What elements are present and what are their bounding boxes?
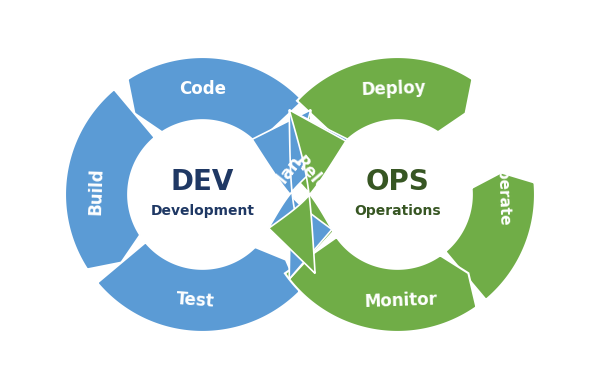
Text: DEV: DEV xyxy=(171,168,234,196)
Text: Development: Development xyxy=(151,204,254,218)
Polygon shape xyxy=(65,89,155,269)
Text: Plan: Plan xyxy=(266,152,305,196)
Polygon shape xyxy=(269,110,346,273)
Text: Monitor: Monitor xyxy=(364,290,438,310)
Circle shape xyxy=(132,124,273,265)
Polygon shape xyxy=(270,110,348,273)
Polygon shape xyxy=(254,110,333,279)
Polygon shape xyxy=(285,237,476,332)
Text: Deploy: Deploy xyxy=(361,79,427,99)
Polygon shape xyxy=(445,172,535,300)
Polygon shape xyxy=(128,57,303,144)
Text: Test: Test xyxy=(175,290,215,310)
Polygon shape xyxy=(297,57,472,144)
Text: Operations: Operations xyxy=(354,204,441,218)
Text: Code: Code xyxy=(179,80,226,98)
Text: Operate: Operate xyxy=(494,156,512,226)
Polygon shape xyxy=(252,110,332,279)
Circle shape xyxy=(327,124,468,265)
Text: Build: Build xyxy=(87,167,106,215)
Text: Release: Release xyxy=(290,153,351,221)
Text: OPS: OPS xyxy=(365,168,430,196)
Polygon shape xyxy=(97,242,299,332)
